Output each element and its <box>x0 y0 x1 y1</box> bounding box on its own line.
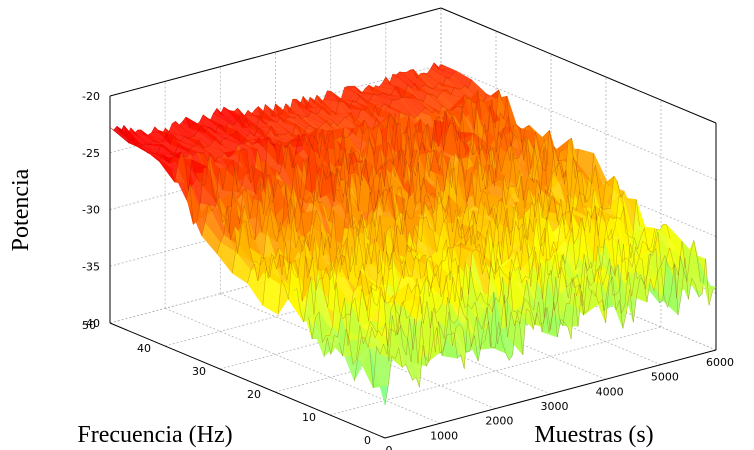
x-tick-label: 5000 <box>651 371 679 384</box>
x-axis-label: Muestras (s) <box>534 422 653 448</box>
y-tick-label: 30 <box>192 365 206 378</box>
z-axis-ticks: -20 -25 -30 -35 -40 <box>82 90 100 330</box>
surface-wire-line <box>293 175 625 323</box>
z-tick-label: -30 <box>82 204 100 217</box>
surface-wire-line <box>140 79 472 155</box>
axes-frame-edge <box>109 7 442 97</box>
surface-wire-line <box>262 153 595 306</box>
x-axis-ticks: 0 1000 2000 3000 4000 5000 6000 <box>386 356 735 450</box>
axes-frame <box>109 7 717 439</box>
x-tick-label: 3000 <box>541 400 569 413</box>
y-tick-label: 50 <box>82 319 96 332</box>
z-tick-label: -25 <box>82 147 100 160</box>
surface-layer <box>109 62 717 406</box>
y-tick-label: 40 <box>137 342 151 355</box>
surface-wire-line <box>247 137 579 284</box>
surface-wire-line <box>170 89 503 202</box>
y-axis-label: Frecuencia (Hz) <box>77 422 232 448</box>
surface-wire-line <box>323 206 656 357</box>
surface-wire-line <box>125 70 457 146</box>
surface-wire-line <box>231 130 564 274</box>
y-tick-label: 0 <box>364 434 371 447</box>
x-tick-label: 4000 <box>596 385 624 398</box>
surface-wire-line <box>384 257 717 406</box>
z-tick-label: -20 <box>82 90 100 103</box>
surface-wire-line <box>338 223 671 366</box>
axes-frame-edge <box>384 349 717 439</box>
axes-frame-edge <box>109 322 386 439</box>
x-tick-label: 2000 <box>485 415 513 428</box>
x-tick-label: 1000 <box>430 429 458 442</box>
surface-wire-line <box>369 240 701 388</box>
floor-grid-line <box>165 307 441 424</box>
surface-wire-line <box>186 96 518 226</box>
axes-frame-edge <box>440 7 717 124</box>
y-tick-label: 20 <box>247 388 261 401</box>
x-tick-label: 6000 <box>706 356 734 369</box>
y-axis-ticks: 0 10 20 30 40 50 <box>82 319 371 447</box>
surface-wire-line <box>354 232 686 382</box>
side-wall-grid-line <box>440 64 717 181</box>
surface-wire-line <box>155 93 488 164</box>
z-axis-label: Potencia <box>8 168 34 251</box>
y-tick-label: 10 <box>302 411 316 424</box>
surface-wire-line <box>308 194 640 344</box>
surface-wire-line <box>201 115 533 236</box>
z-tick-label: -40 <box>82 317 100 330</box>
surface-patch <box>697 258 717 292</box>
surface-wire-line <box>277 165 610 315</box>
surface-wire-line <box>216 124 549 254</box>
z-tick-label: -35 <box>82 260 100 273</box>
surface-wire-line <box>109 62 442 137</box>
surface-wireframe <box>109 62 717 406</box>
x-tick-label: 0 <box>386 444 393 450</box>
